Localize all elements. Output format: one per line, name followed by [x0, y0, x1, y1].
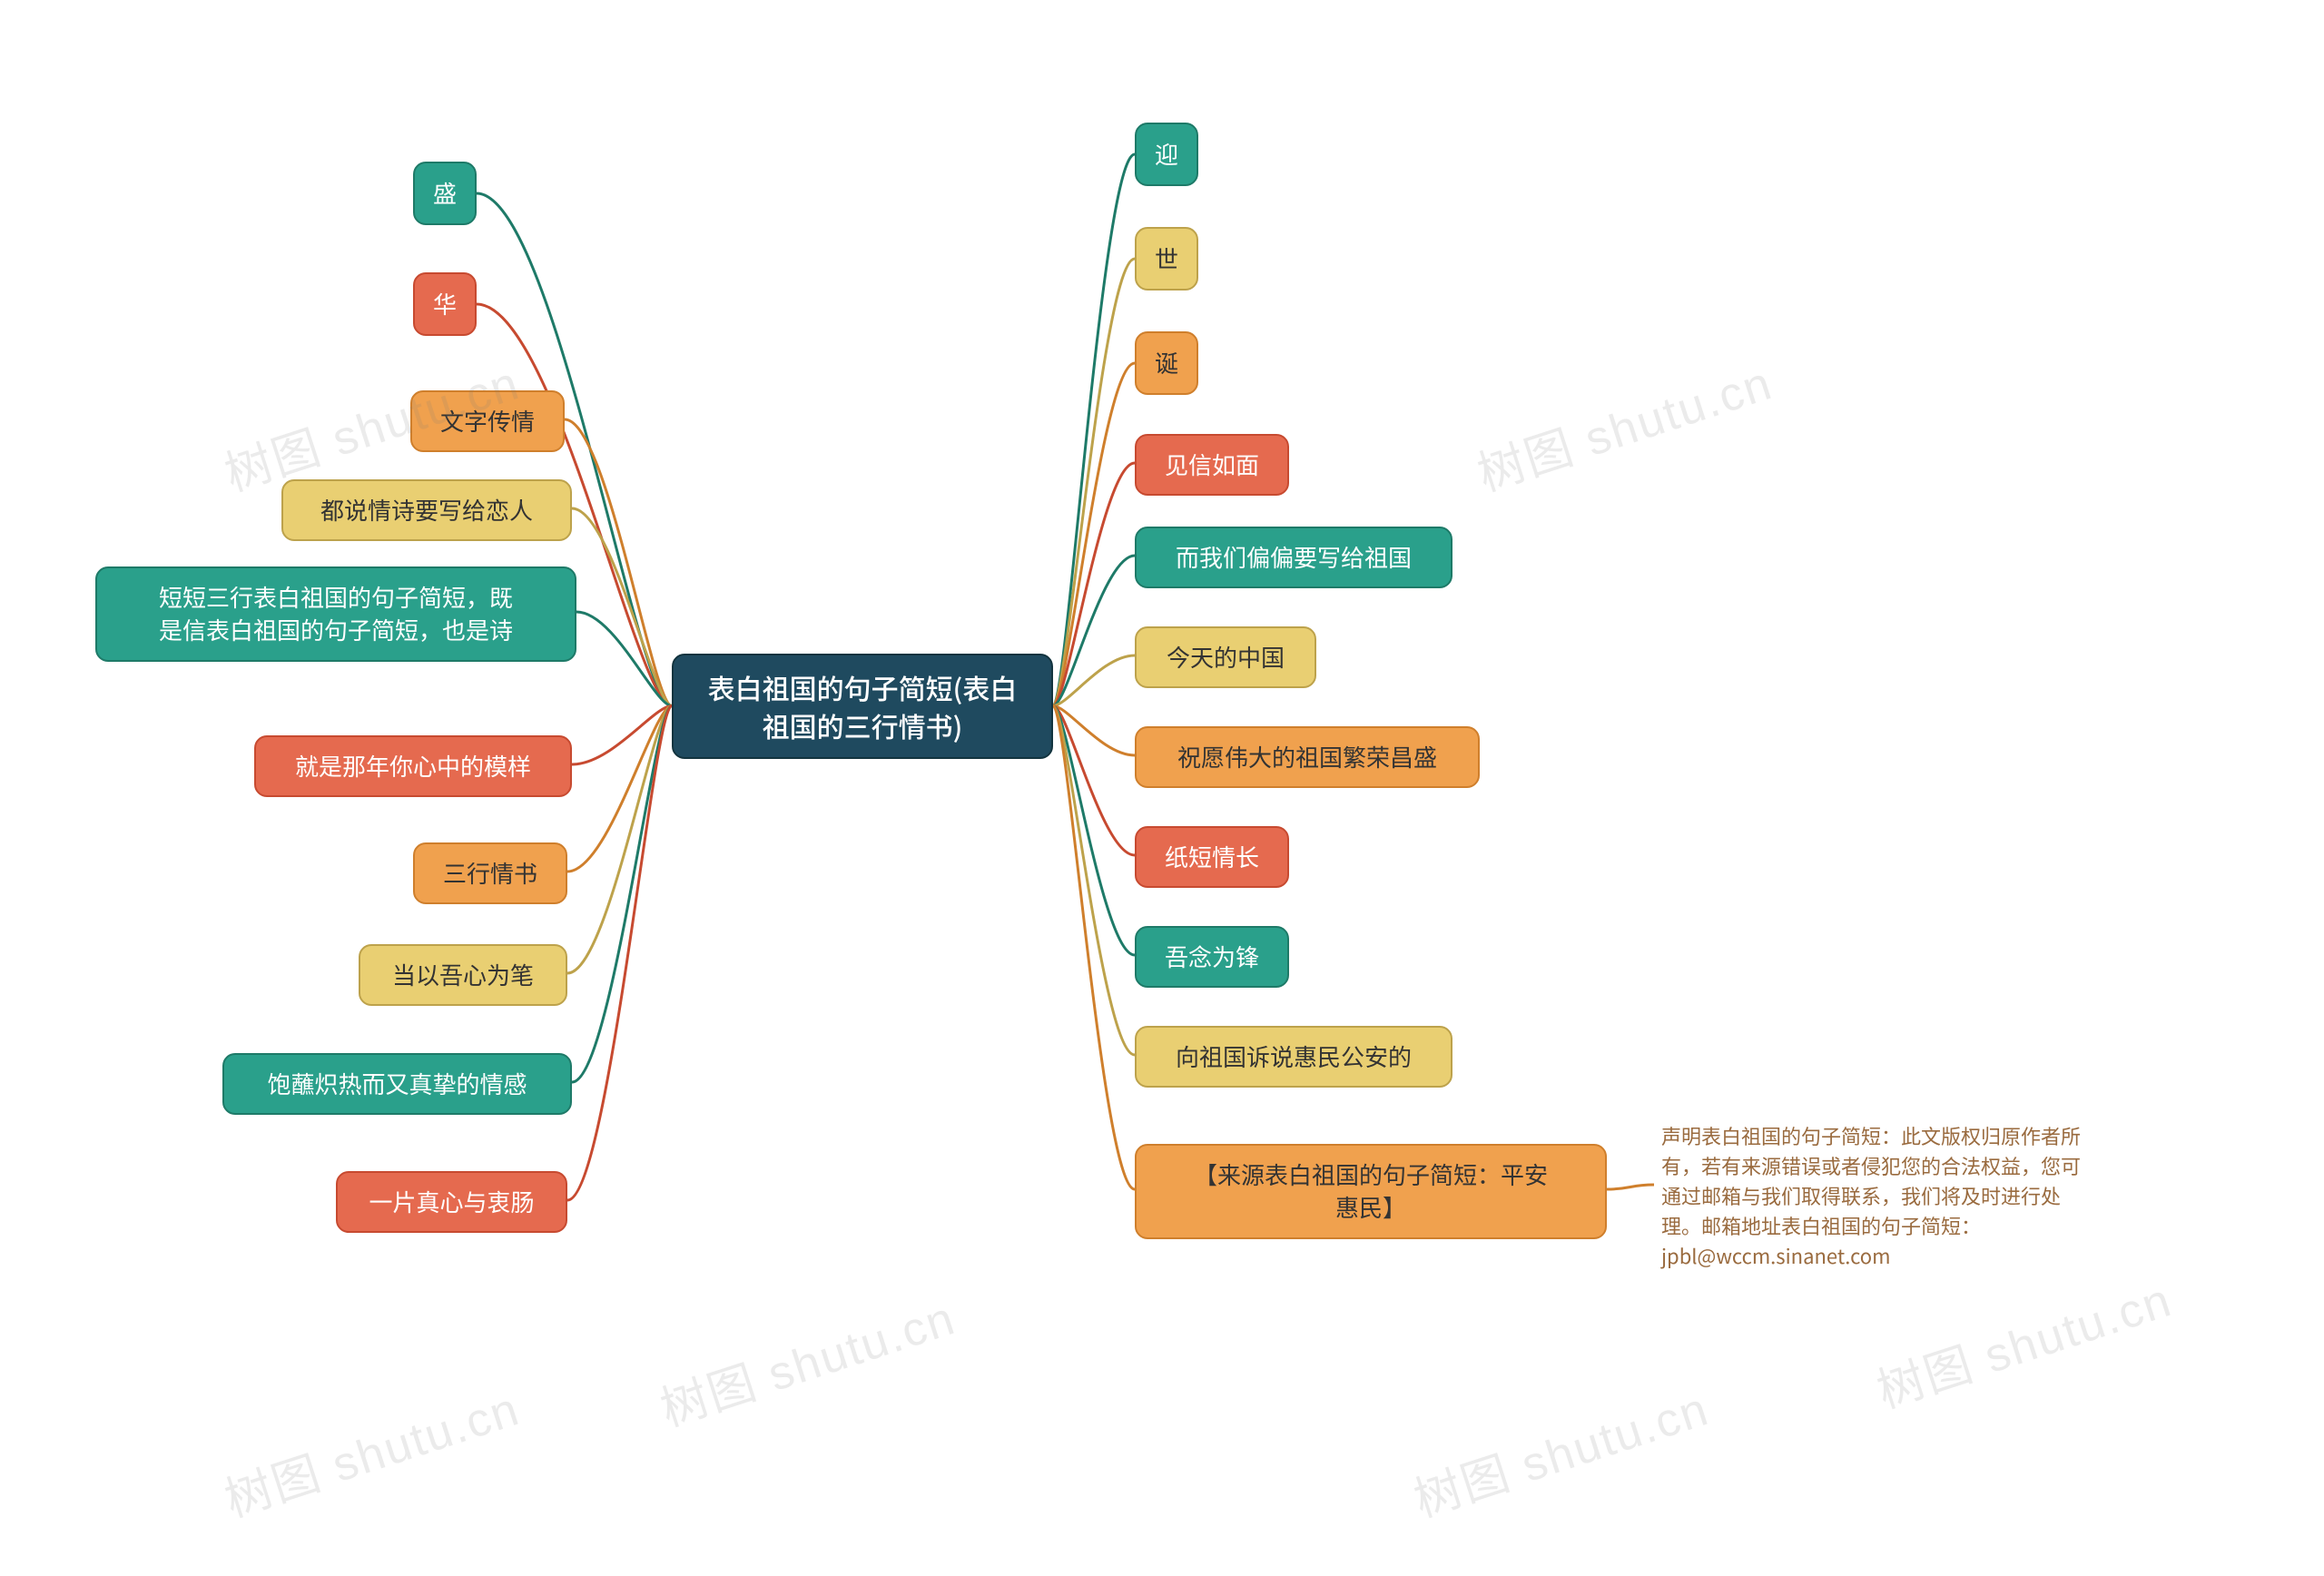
node-label: 吾念为锋	[1165, 941, 1259, 973]
node-label: 当以吾心为笔	[392, 959, 534, 991]
mindmap-node-r10[interactable]: 向祖国诉说惠民公安的	[1135, 1026, 1452, 1088]
mindmap-node-r1[interactable]: 迎	[1135, 123, 1198, 186]
mindmap-node-l4[interactable]: 都说情诗要写给恋人	[281, 479, 572, 541]
node-label: 文字传情	[440, 405, 535, 438]
mindmap-node-l2[interactable]: 华	[413, 272, 477, 336]
mindmap-node-r11[interactable]: 【来源表白祖国的句子简短：平安 惠民】	[1135, 1144, 1607, 1239]
edge	[565, 419, 672, 706]
edge	[567, 706, 672, 1201]
edge	[1053, 154, 1135, 706]
edge	[572, 508, 672, 706]
node-label: 世	[1155, 242, 1178, 275]
edge	[567, 706, 672, 974]
edge	[1053, 706, 1135, 1056]
mindmap-node-r9[interactable]: 吾念为锋	[1135, 926, 1289, 988]
edge	[576, 612, 672, 706]
mindmap-node-r4[interactable]: 见信如面	[1135, 434, 1289, 496]
node-label: 都说情诗要写给恋人	[320, 494, 533, 527]
edge	[1053, 706, 1135, 856]
node-label: 而我们偏偏要写给祖国	[1176, 541, 1412, 574]
node-label: 迎	[1155, 138, 1178, 171]
node-label: 就是那年你心中的模样	[295, 750, 531, 783]
node-label: 表白祖国的句子简短(表白 祖国的三行情书)	[708, 668, 1018, 744]
mindmap-node-l8[interactable]: 当以吾心为笔	[359, 944, 567, 1006]
mindmap-node-r5[interactable]: 而我们偏偏要写给祖国	[1135, 527, 1452, 588]
mindmap-node-l10[interactable]: 一片真心与衷肠	[336, 1171, 567, 1233]
watermark: 树图 shutu.cn	[1468, 345, 1780, 504]
mindmap-node-l6[interactable]: 就是那年你心中的模样	[254, 735, 572, 797]
mindmap-node-l5[interactable]: 短短三行表白祖国的句子简短，既 是信表白祖国的句子简短，也是诗	[95, 566, 576, 662]
edge	[1053, 556, 1135, 706]
node-label: 华	[433, 288, 457, 320]
edge	[1053, 259, 1135, 706]
mindmap-node-center[interactable]: 表白祖国的句子简短(表白 祖国的三行情书)	[672, 654, 1053, 759]
edge	[572, 706, 672, 765]
node-label: 一片真心与衷肠	[369, 1186, 534, 1218]
node-label: 向祖国诉说惠民公安的	[1176, 1040, 1412, 1073]
mindmap-node-l1[interactable]: 盛	[413, 162, 477, 225]
edge	[567, 706, 672, 872]
node-label: 【来源表白祖国的句子简短：平安 惠民】	[1194, 1158, 1548, 1225]
mindmap-node-r8[interactable]: 纸短情长	[1135, 826, 1289, 888]
watermark: 树图 shutu.cn	[1404, 1371, 1717, 1530]
mindmap-node-l7[interactable]: 三行情书	[413, 842, 567, 904]
node-label: 见信如面	[1165, 448, 1259, 481]
mindmap-node-r6[interactable]: 今天的中国	[1135, 626, 1316, 688]
watermark: 树图 shutu.cn	[215, 1371, 527, 1530]
mindmap-node-r7[interactable]: 祝愿伟大的祖国繁荣昌盛	[1135, 726, 1480, 788]
node-label: 三行情书	[443, 857, 537, 890]
node-label: 纸短情长	[1165, 841, 1259, 873]
edge	[1053, 655, 1135, 706]
edge	[1607, 1185, 1654, 1189]
edge	[572, 706, 672, 1083]
node-label: 饱蘸炽热而又真挚的情感	[267, 1068, 527, 1100]
node-label: 短短三行表白祖国的句子简短，既 是信表白祖国的句子简短，也是诗	[159, 581, 513, 647]
edge	[1053, 363, 1135, 706]
watermark: 树图 shutu.cn	[1867, 1262, 2180, 1421]
edge	[1053, 463, 1135, 706]
node-label: 盛	[433, 177, 457, 210]
mindmap-node-l9[interactable]: 饱蘸炽热而又真挚的情感	[222, 1053, 572, 1115]
node-label: 诞	[1155, 347, 1178, 379]
edge	[1053, 706, 1135, 1190]
node-label: 祝愿伟大的祖国繁荣昌盛	[1177, 741, 1437, 773]
mindmap-node-l3[interactable]: 文字传情	[410, 390, 565, 452]
mindmap-node-r3[interactable]: 诞	[1135, 331, 1198, 395]
edge	[1053, 706, 1135, 956]
edge	[1053, 706, 1135, 756]
watermark: 树图 shutu.cn	[651, 1280, 963, 1439]
declaration-text: 声明表白祖国的句子简短：此文版权归原作者所有，若有来源错误或者侵犯您的合法权益，…	[1661, 1121, 2097, 1271]
mindmap-node-r2[interactable]: 世	[1135, 227, 1198, 291]
node-label: 今天的中国	[1167, 641, 1285, 674]
